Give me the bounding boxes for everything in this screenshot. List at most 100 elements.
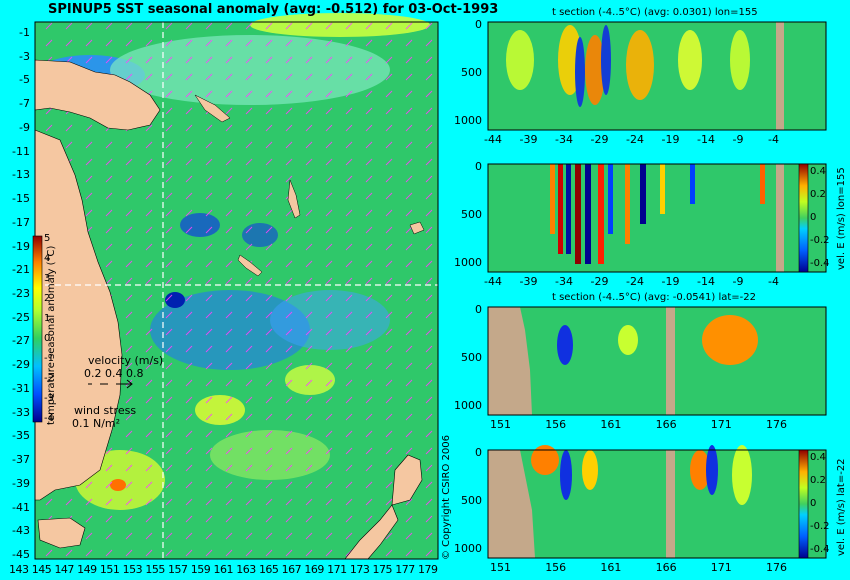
anomaly-colorbar-tick: 4 — [44, 253, 51, 264]
section-x-tick: -4 — [768, 275, 779, 288]
section-x-tick: 171 — [710, 418, 732, 431]
velocity-colorbar-label: vel. E (m/s) lat=-22 — [836, 458, 847, 556]
section-x-tick: -44 — [484, 133, 502, 146]
section-x-tick: -34 — [555, 275, 573, 288]
section-x-tick: -9 — [732, 275, 744, 288]
velocity-colorbar-tick: -0.2 — [810, 521, 830, 532]
section-x-tick: 166 — [655, 418, 677, 431]
section-y-tick: 0 — [475, 446, 482, 459]
section-y-tick: 1000 — [454, 399, 482, 412]
section-x-tick: 151 — [490, 418, 511, 431]
wind-legend-value: 0.1 N/m² — [72, 417, 121, 430]
section-x-tick: -19 — [661, 133, 680, 146]
lat-tick-label: -45 — [12, 548, 30, 561]
lat-tick-label: -11 — [12, 144, 30, 158]
section-x-tick: -29 — [590, 275, 609, 288]
section-x-tick: 161 — [600, 561, 622, 574]
section-x-tick: 176 — [766, 561, 787, 574]
lon-tick-label: 179 — [418, 563, 438, 576]
lat-tick-label: -31 — [12, 381, 30, 395]
anomaly-colorbar-tick: 1 — [44, 313, 51, 324]
section-x-tick: -39 — [519, 275, 538, 288]
velocity-colorbar-tick: 0.2 — [810, 475, 826, 486]
section-x-tick: -44 — [484, 275, 502, 288]
section-panel-4 — [487, 445, 827, 559]
lon-tick-label: 173 — [349, 563, 370, 576]
lat-tick-label: -17 — [12, 215, 30, 229]
land-new-caledonia — [237, 254, 263, 277]
section-y-tick: 500 — [461, 494, 482, 507]
velocity-colorbar-tick: 0.2 — [810, 189, 826, 200]
section-y-tick: 0 — [475, 160, 482, 173]
lon-tick-label: 169 — [304, 563, 324, 576]
lon-tick-label: 159 — [190, 563, 211, 576]
section-x-tick: 161 — [600, 418, 622, 431]
section-x-tick: -29 — [590, 133, 609, 146]
lat-tick-label: -33 — [12, 405, 30, 419]
lon-tick-label: 143 — [9, 563, 29, 576]
lat-tick-label: -7 — [19, 97, 30, 111]
lon-tick-label: 151 — [99, 563, 120, 576]
section-y-tick: 1000 — [454, 542, 482, 555]
anomaly-colorbar — [32, 235, 43, 423]
lon-tick-label: 149 — [77, 563, 97, 576]
velocity-colorbar-tick: -0.2 — [810, 235, 830, 246]
section-x-tick: -39 — [519, 133, 538, 146]
land-australia — [34, 129, 123, 501]
section-panel-title: t section (-4..5°C) (avg: -0.0541) lat=-… — [552, 292, 757, 303]
lat-tick-label: -23 — [12, 287, 30, 300]
land-vanuatu — [287, 179, 301, 219]
lon-tick-label: 163 — [236, 563, 256, 576]
section-x-tick: -9 — [732, 133, 744, 146]
lon-tick-label: 153 — [122, 563, 143, 576]
lat-tick-label: -21 — [12, 263, 30, 277]
lat-tick-label: -41 — [12, 500, 30, 514]
land-new-guinea — [34, 59, 161, 131]
lat-tick-label: -15 — [12, 192, 30, 206]
lon-tick-label: 157 — [168, 563, 188, 576]
section-x-tick: 166 — [655, 561, 677, 574]
velocity-colorbar-tick: -0.4 — [810, 258, 830, 269]
lat-tick-label: -29 — [12, 358, 30, 372]
land-fiji — [409, 221, 425, 235]
lon-tick-label: 175 — [372, 563, 393, 576]
section-y-tick: 1000 — [454, 114, 482, 127]
lon-tick-label: 177 — [395, 563, 415, 576]
velocity-legend-values: 0.2 0.4 0.8 — [84, 367, 144, 380]
section-y-tick: 0 — [475, 303, 482, 316]
lat-tick-label: -25 — [12, 310, 30, 324]
lat-tick-label: -9 — [19, 120, 30, 134]
anomaly-colorbar-tick: 2 — [44, 293, 51, 304]
section-y-tick: 500 — [461, 351, 482, 364]
section-panel-title: t section (-4..5°C) (avg: 0.0301) lon=15… — [552, 7, 758, 18]
velocity-colorbar-2 — [798, 449, 809, 559]
lat-tick-label: -43 — [12, 524, 30, 538]
lon-tick-label: 147 — [54, 563, 74, 576]
lat-tick-label: -1 — [19, 26, 30, 39]
section-x-tick: 156 — [545, 418, 567, 431]
anomaly-colorbar-tick: -1 — [44, 353, 54, 364]
map-title: SPINUP5 SST seasonal anomaly (avg: -0.51… — [48, 2, 499, 17]
section-x-tick: -24 — [626, 133, 644, 146]
velocity-colorbar-tick: 0.4 — [810, 452, 826, 463]
anomaly-colorbar-tick: 5 — [44, 233, 51, 244]
anomaly-colorbar-tick: -2 — [44, 373, 54, 384]
lon-tick-label: 165 — [258, 563, 279, 576]
lon-tick-label: 155 — [145, 563, 165, 576]
velocity-colorbar-1 — [798, 163, 809, 273]
velocity-legend-title: velocity (m/s) — [88, 354, 164, 367]
section-panel-1 — [487, 21, 827, 131]
anomaly-colorbar-tick: -4 — [44, 413, 54, 424]
velocity-colorbar-label: vel. E (m/s) lon=155 — [836, 167, 847, 270]
lon-tick-label: 145 — [31, 563, 52, 576]
lon-tick-label: 167 — [281, 563, 302, 576]
section-x-tick: 151 — [490, 561, 511, 574]
anomaly-colorbar-label: temperature seasonal anomaly (°C) — [46, 245, 57, 425]
wind-legend-title: wind stress — [74, 404, 137, 417]
section-y-tick: 500 — [461, 208, 482, 221]
anomaly-colorbar-tick: 0 — [44, 333, 51, 344]
section-y-tick: 500 — [461, 66, 482, 79]
section-x-tick: -24 — [626, 275, 644, 288]
section-y-tick: 1000 — [454, 256, 482, 269]
